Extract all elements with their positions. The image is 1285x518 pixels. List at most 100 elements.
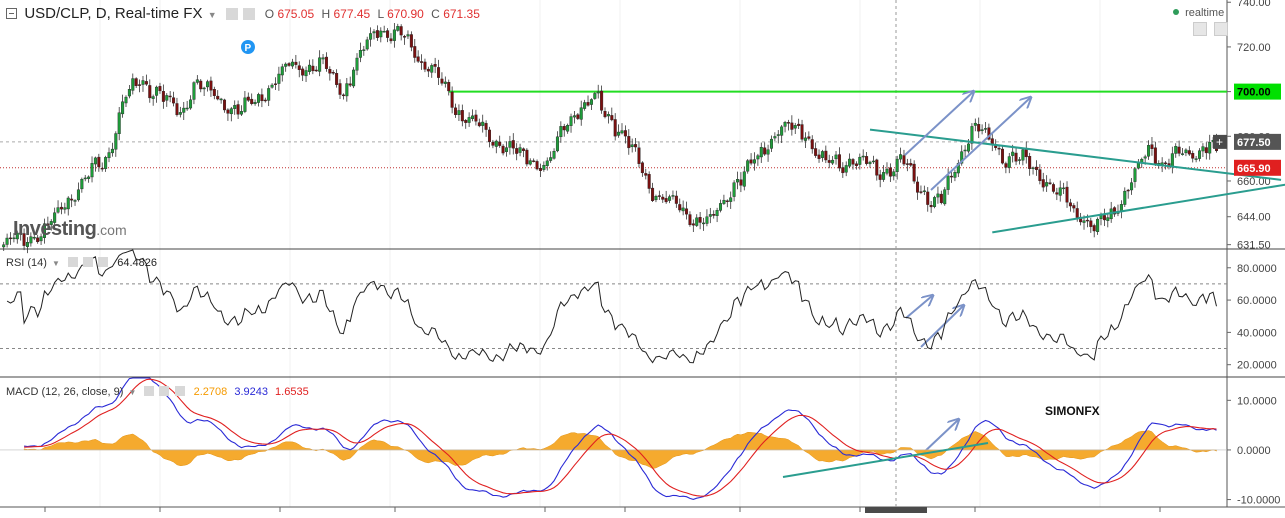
hide-icon[interactable]	[159, 386, 170, 396]
ohlc-high-value: 677.45	[333, 7, 371, 21]
candle-body	[93, 157, 97, 165]
dropdown-icon[interactable]: ▼	[207, 10, 217, 20]
candle-body	[481, 121, 485, 126]
candle-body	[644, 173, 648, 176]
candle-body	[474, 114, 478, 122]
candle-body	[178, 112, 182, 115]
candle-body	[1031, 167, 1035, 169]
candle-body	[610, 115, 614, 121]
collapse-icon[interactable]	[6, 8, 17, 19]
candle-body	[922, 190, 926, 192]
candle-body	[389, 38, 393, 42]
candle-body	[562, 126, 566, 131]
candle-body	[786, 122, 790, 124]
candle-body	[854, 163, 858, 166]
candle-body	[127, 89, 131, 97]
candle-body	[318, 57, 322, 72]
candle-body	[131, 78, 135, 91]
candle-body	[851, 159, 855, 165]
rsi-arrow-up-2	[920, 306, 963, 348]
candle-body	[987, 127, 991, 140]
candle-body	[933, 197, 937, 207]
candle-body	[756, 155, 760, 160]
candle-body	[457, 110, 461, 115]
hide-icon[interactable]	[243, 8, 256, 20]
candle-body	[525, 149, 529, 165]
candle-body	[572, 115, 576, 118]
candle-body	[301, 68, 305, 76]
candle-body	[185, 107, 189, 110]
candle-body	[423, 61, 427, 70]
rsi-axis-label: 20.0000	[1237, 360, 1277, 372]
macd-title[interactable]: MACD (12, 26, close, 9)	[6, 386, 124, 398]
ohlc-low-value: 670.90	[387, 7, 424, 21]
candle-body	[1075, 208, 1079, 218]
candle-body	[498, 141, 502, 146]
candle-body	[253, 102, 257, 105]
candle-body	[983, 128, 987, 130]
candle-body	[206, 81, 210, 88]
rsi-header: RSI (14) ▼ 64.4826	[6, 257, 157, 269]
price-label-box	[1234, 159, 1281, 176]
rsi-line	[6, 249, 1217, 364]
ohlc-low-label: L	[377, 7, 384, 21]
candle-body	[953, 172, 957, 178]
candle-body	[15, 232, 19, 240]
candle-body	[83, 177, 87, 180]
candle-body	[600, 90, 604, 111]
candle-body	[657, 195, 661, 197]
scale-up-icon[interactable]	[1193, 22, 1207, 36]
candle-body	[488, 129, 492, 142]
candle-body	[508, 141, 512, 148]
scale-down-icon[interactable]	[1214, 22, 1229, 36]
price-label-text: 700.00	[1237, 87, 1271, 99]
settings-icon[interactable]	[144, 386, 155, 396]
rsi-title[interactable]: RSI (14)	[6, 257, 47, 269]
settings-icon[interactable]	[68, 257, 79, 267]
realtime-label: realtime	[1185, 7, 1225, 19]
dropdown-icon[interactable]: ▼	[52, 259, 60, 268]
candle-body	[1204, 147, 1208, 154]
candle-body	[284, 63, 288, 67]
candle-body	[345, 83, 349, 97]
candle-body	[216, 95, 220, 100]
macd-axis-label: 0.0000	[1237, 445, 1271, 457]
candle-body	[1119, 204, 1123, 212]
ohlc-close-value: 671.35	[443, 7, 480, 21]
candle-body	[290, 61, 294, 67]
ohlc-open-value: 675.05	[277, 7, 315, 21]
close-icon[interactable]	[98, 257, 109, 267]
candle-body	[668, 196, 672, 201]
candle-body	[36, 237, 40, 243]
macd-trendline	[782, 442, 989, 478]
candle-body	[97, 156, 101, 168]
candle-body	[980, 129, 984, 132]
candle-body	[124, 96, 128, 104]
candle-body	[56, 207, 60, 213]
hide-icon[interactable]	[83, 257, 94, 267]
candle-body	[440, 78, 444, 84]
candle-body	[780, 126, 784, 136]
candle-body	[437, 67, 441, 78]
close-icon[interactable]	[174, 386, 185, 396]
candle-body	[875, 159, 879, 176]
symbol-title[interactable]: USD/CLP, D, Real-time FX	[24, 5, 203, 22]
candle-body	[1082, 220, 1086, 223]
candle-body	[967, 143, 971, 152]
candle-body	[800, 124, 804, 140]
price-axis-label: 644.00	[1237, 212, 1271, 224]
candle-body	[42, 223, 46, 238]
candle-body	[46, 223, 50, 226]
candle-body	[223, 99, 227, 111]
candle-body	[121, 101, 125, 115]
candle-body	[841, 167, 845, 174]
dropdown-icon[interactable]: ▼	[128, 388, 137, 397]
candle-body	[1051, 184, 1055, 192]
candle-body	[158, 86, 162, 92]
candle-body	[1072, 205, 1076, 209]
trendline-lower	[992, 183, 1285, 234]
ohlc-open-label: O	[264, 7, 275, 21]
settings-icon[interactable]	[226, 8, 239, 20]
